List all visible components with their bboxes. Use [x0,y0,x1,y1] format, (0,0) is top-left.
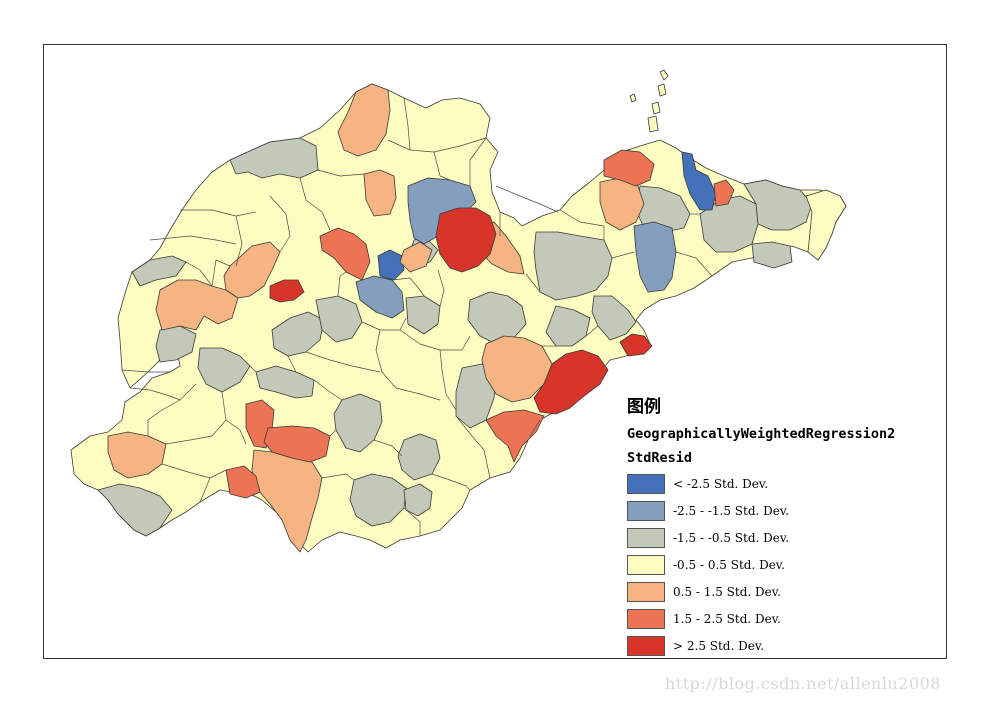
legend-swatch [627,474,665,494]
legend-label: -2.5 - -1.5 Std. Dev. [673,504,790,518]
legend-label: > 2.5 Std. Dev. [673,639,765,653]
watermark: http://blog.csdn.net/allenlu2008 [665,674,941,693]
legend-swatch [627,582,665,602]
legend-label: -0.5 - 0.5 Std. Dev. [673,558,785,572]
legend-label: 0.5 - 1.5 Std. Dev. [673,585,781,599]
legend-swatch [627,528,665,548]
legend-swatch [627,501,665,521]
legend-field-name: StdResid [627,450,693,466]
legend-layer-name: GeographicallyWeightedRegression2 [627,426,896,442]
legend-title: 图例 [627,397,661,417]
legend-label: -1.5 - -0.5 Std. Dev. [673,531,790,545]
legend-swatch [627,555,665,575]
legend-label: < -2.5 Std. Dev. [673,477,769,491]
legend-swatch [627,609,665,629]
legend-swatch [627,636,665,656]
legend-label: 1.5 - 2.5 Std. Dev. [673,612,781,626]
